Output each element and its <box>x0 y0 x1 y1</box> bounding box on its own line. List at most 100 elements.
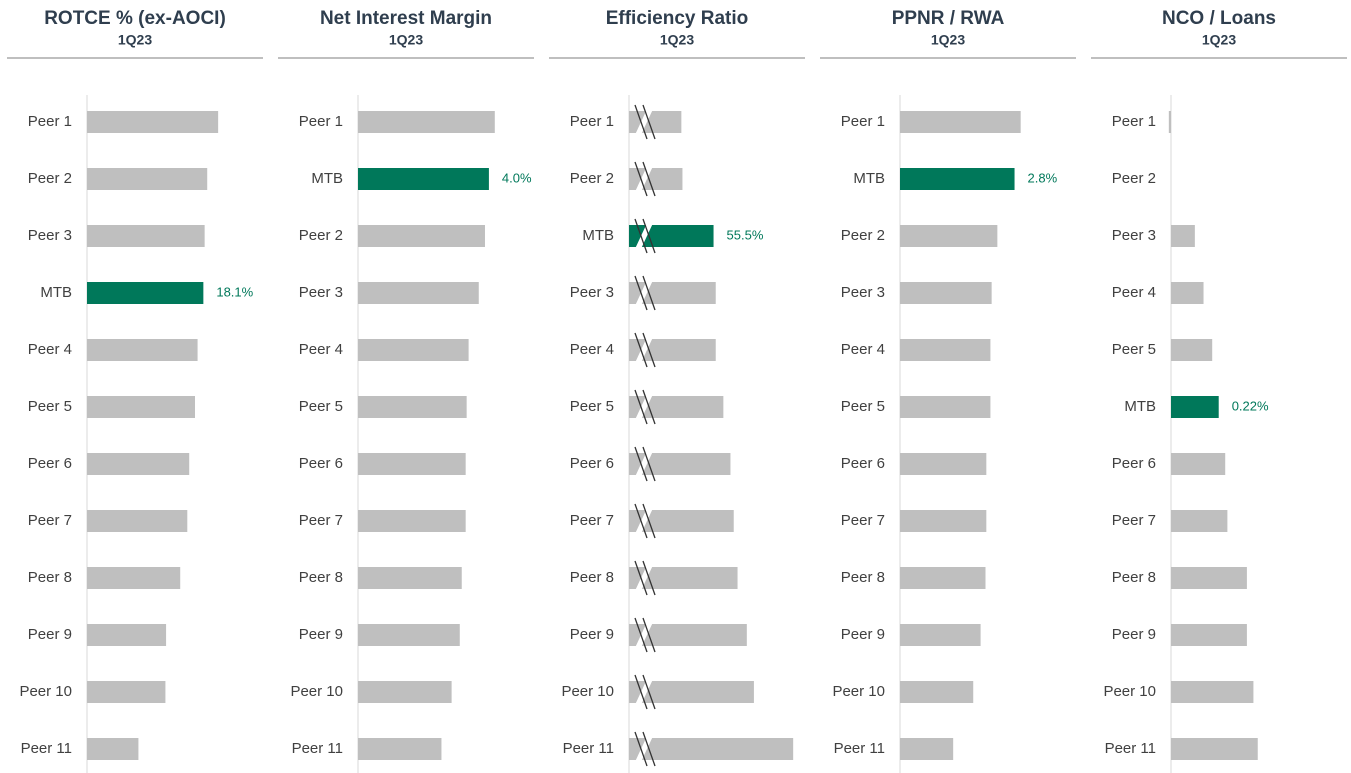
bar <box>900 738 954 760</box>
category-label: Peer 9 <box>28 626 72 643</box>
panel-subtitle: 1Q23 <box>1202 32 1236 48</box>
bar <box>358 396 467 418</box>
category-label: Peer 7 <box>570 512 614 529</box>
axis-break-mark <box>642 218 656 254</box>
category-label: Peer 5 <box>299 398 343 415</box>
bar <box>358 282 479 304</box>
panel-title: Net Interest Margin <box>320 8 492 29</box>
bar <box>87 111 219 133</box>
panel-subtitle: 1Q23 <box>118 32 152 48</box>
bar <box>87 168 208 190</box>
category-label: Peer 4 <box>1112 284 1156 301</box>
bar <box>629 567 738 589</box>
bar <box>1171 339 1213 361</box>
bar <box>358 111 495 133</box>
bar <box>87 567 181 589</box>
category-label: Peer 6 <box>841 455 885 472</box>
axis-break-mark <box>642 560 656 596</box>
bar <box>900 567 986 589</box>
category-label: Peer 8 <box>570 569 614 586</box>
bar <box>87 225 205 247</box>
panel-title: ROTCE % (ex-AOCI) <box>44 8 226 29</box>
axis-break-mark <box>634 332 648 368</box>
category-label: Peer 4 <box>299 341 343 358</box>
category-label: Peer 7 <box>28 512 72 529</box>
category-label: Peer 1 <box>299 113 343 130</box>
bar <box>358 567 462 589</box>
bar <box>900 282 992 304</box>
category-label: Peer 10 <box>561 683 614 700</box>
category-label: Peer 1 <box>28 113 72 130</box>
axis-break-mark <box>642 731 656 767</box>
category-label: Peer 2 <box>28 170 72 187</box>
bar <box>87 510 188 532</box>
category-label: Peer 3 <box>570 284 614 301</box>
bar <box>358 225 485 247</box>
category-label: Peer 2 <box>570 170 614 187</box>
bar <box>87 624 167 646</box>
axis-break-mark <box>642 104 656 140</box>
category-label: Peer 5 <box>841 398 885 415</box>
category-label: Peer 11 <box>21 740 72 757</box>
panel-subtitle: 1Q23 <box>389 32 423 48</box>
category-label: MTB <box>582 227 614 244</box>
axis-break-gap <box>634 678 654 706</box>
panel-title: Efficiency Ratio <box>606 8 749 29</box>
axis-break-gap <box>634 222 654 250</box>
bar <box>900 624 981 646</box>
category-label: Peer 9 <box>1112 626 1156 643</box>
bar <box>629 624 747 646</box>
category-label: Peer 9 <box>299 626 343 643</box>
axis-break-mark <box>634 731 648 767</box>
axis-break-mark <box>642 275 656 311</box>
category-label: MTB <box>853 170 885 187</box>
value-label: 2.8% <box>1028 170 1058 185</box>
bar <box>1171 510 1228 532</box>
panel-title: NCO / Loans <box>1162 8 1276 29</box>
category-label: MTB <box>1124 398 1156 415</box>
bar <box>900 168 1015 190</box>
axis-break-mark <box>642 389 656 425</box>
category-label: Peer 8 <box>28 569 72 586</box>
bar <box>900 510 987 532</box>
bar <box>1171 738 1258 760</box>
bar <box>358 624 460 646</box>
bar <box>87 453 190 475</box>
bar <box>358 339 469 361</box>
axis-break-mark <box>634 674 648 710</box>
axis-break-mark <box>634 446 648 482</box>
bar <box>629 510 734 532</box>
bar <box>629 396 724 418</box>
axis-break-mark <box>642 674 656 710</box>
bar <box>1171 282 1204 304</box>
bar <box>358 681 452 703</box>
value-label: 4.0% <box>502 170 532 185</box>
bar <box>629 168 683 190</box>
category-label: Peer 10 <box>832 683 885 700</box>
bar <box>1171 453 1226 475</box>
axis-break-mark <box>634 104 648 140</box>
axis-break-mark <box>634 389 648 425</box>
axis-break-mark <box>642 503 656 539</box>
bar <box>629 681 754 703</box>
axis-break-gap <box>634 279 654 307</box>
bar <box>1171 225 1195 247</box>
category-label: Peer 11 <box>292 740 343 757</box>
bar <box>87 396 195 418</box>
panel-subtitle: 1Q23 <box>931 32 965 48</box>
bar <box>629 738 794 760</box>
bar <box>87 738 139 760</box>
bar <box>900 225 998 247</box>
bar <box>87 282 204 304</box>
category-label: Peer 4 <box>841 341 885 358</box>
bar <box>87 681 166 703</box>
category-label: Peer 2 <box>841 227 885 244</box>
bar <box>900 396 991 418</box>
category-label: Peer 1 <box>1112 113 1156 130</box>
category-label: Peer 8 <box>1112 569 1156 586</box>
axis-break-mark <box>634 218 648 254</box>
bar <box>358 168 489 190</box>
axis-break-gap <box>634 564 654 592</box>
bar <box>900 111 1021 133</box>
bar <box>629 453 731 475</box>
